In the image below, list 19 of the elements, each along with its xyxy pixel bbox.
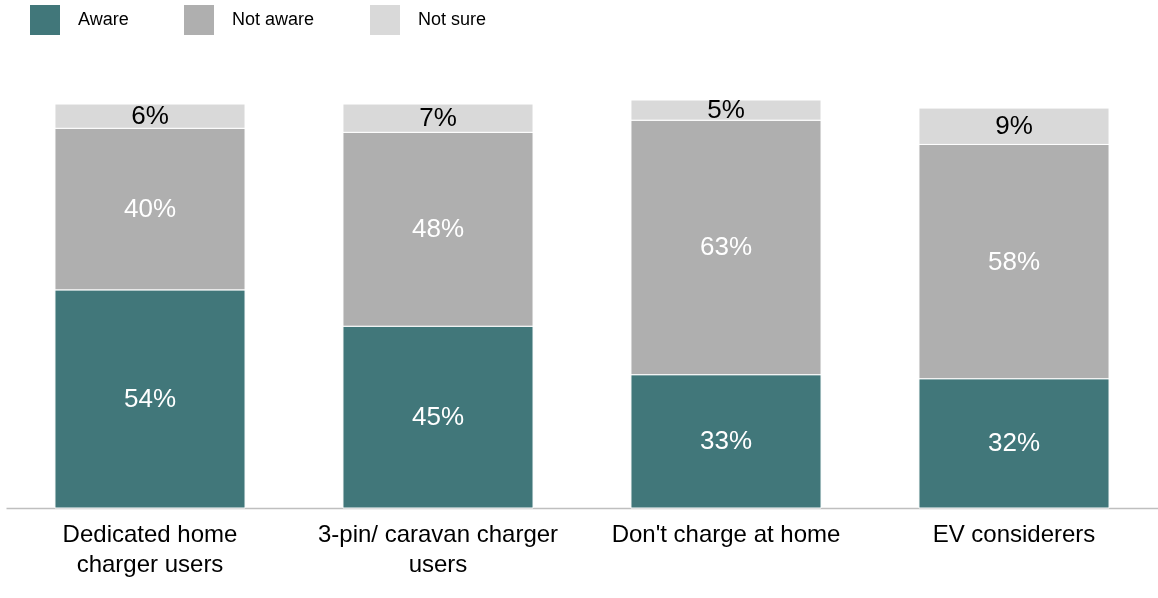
data-label: 6% — [131, 100, 169, 131]
data-label: 54% — [123, 382, 177, 413]
data-label: 48% — [411, 213, 465, 244]
x-tick-label: EV considerers — [932, 519, 1096, 547]
data-label: 7% — [419, 102, 457, 133]
x-tick-label: 3-pin/ caravan charger users — [317, 519, 559, 577]
legend-label: Not aware — [232, 9, 315, 29]
data-label: 63% — [699, 231, 753, 262]
data-label: 45% — [411, 401, 465, 432]
data-label: 58% — [987, 245, 1041, 276]
data-label: 32% — [987, 427, 1041, 458]
x-tick-label: Dedicated home charger users — [62, 519, 238, 577]
legend-label: Not sure — [418, 9, 487, 29]
x-tick-label: Don't charge at home — [611, 519, 841, 547]
data-label: 9% — [995, 110, 1033, 141]
legend-label: Aware — [78, 9, 129, 29]
data-label: 40% — [123, 193, 177, 224]
data-label: 5% — [707, 94, 745, 125]
data-label: 33% — [699, 425, 753, 456]
